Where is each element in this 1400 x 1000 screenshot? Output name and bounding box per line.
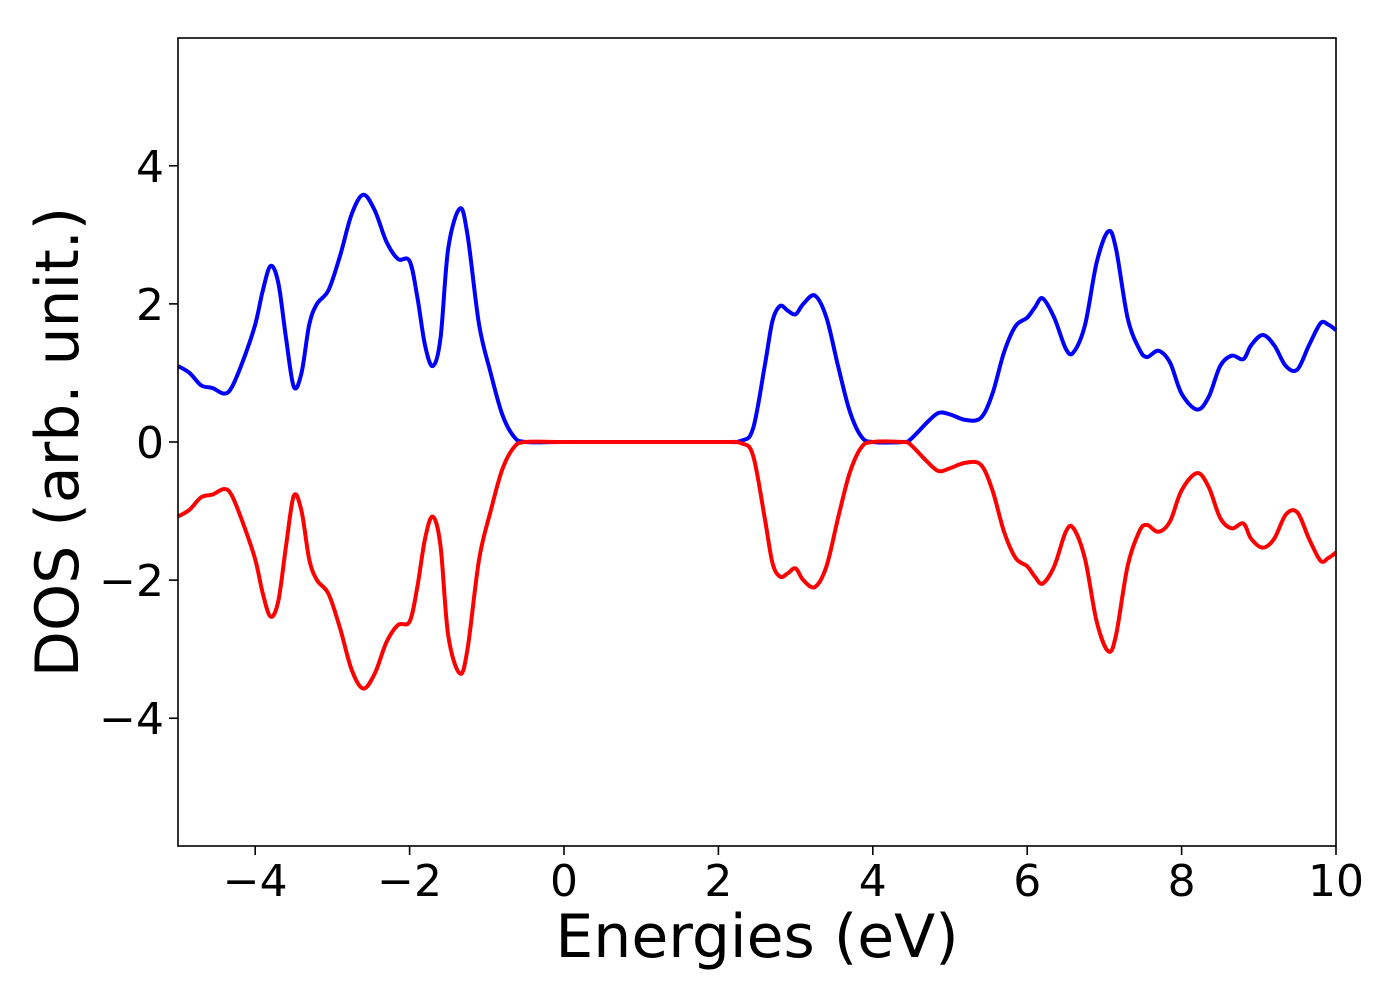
x-axis-ticks: −4 −2 0 2 4 6 8 10 bbox=[223, 846, 1364, 907]
plot-background bbox=[178, 38, 1336, 846]
x-tick-label: 0 bbox=[550, 856, 578, 907]
y-tick-label: 4 bbox=[136, 142, 164, 193]
y-tick-label: −2 bbox=[99, 556, 164, 607]
x-tick-label: 8 bbox=[1168, 856, 1196, 907]
series-line-1 bbox=[176, 439, 1338, 691]
y-tick-label: −4 bbox=[99, 694, 164, 745]
y-tick-label: 2 bbox=[136, 280, 164, 331]
x-tick-label: −2 bbox=[377, 856, 442, 907]
y-axis-ticks: −4 −2 0 2 4 bbox=[99, 142, 178, 745]
x-tick-label: 10 bbox=[1308, 856, 1364, 907]
x-tick-label: 2 bbox=[704, 856, 732, 907]
x-axis-label: Energies (eV) bbox=[555, 902, 958, 972]
x-tick-label: −4 bbox=[223, 856, 288, 907]
x-tick-label: 4 bbox=[859, 856, 887, 907]
y-axis-label: DOS (arb. unit.) bbox=[23, 207, 93, 677]
series-line-0 bbox=[176, 192, 1338, 445]
y-tick-label: 0 bbox=[136, 418, 164, 469]
series-layer bbox=[176, 192, 1338, 691]
x-tick-label: 6 bbox=[1013, 856, 1041, 907]
